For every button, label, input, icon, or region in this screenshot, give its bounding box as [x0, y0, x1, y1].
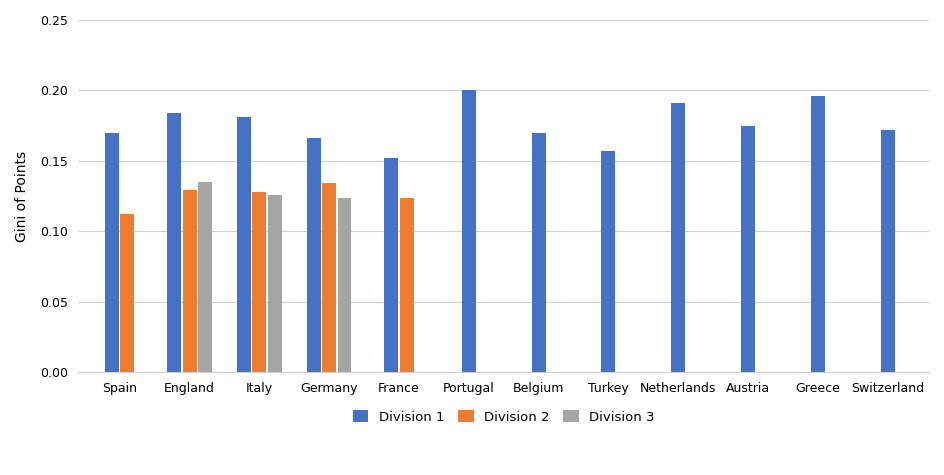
Bar [384, 158, 397, 372]
Bar [267, 195, 281, 372]
Bar [120, 214, 134, 372]
Bar [237, 117, 251, 372]
Bar [531, 133, 545, 372]
Bar [462, 90, 475, 372]
Legend: Division 1, Division 2, Division 3: Division 1, Division 2, Division 3 [347, 405, 659, 429]
Bar [600, 151, 615, 372]
Bar [810, 96, 824, 372]
Bar [167, 113, 181, 372]
Bar [399, 198, 413, 372]
Bar [322, 183, 336, 372]
Bar [740, 126, 754, 372]
Bar [880, 130, 894, 372]
Bar [307, 138, 320, 372]
Bar [337, 198, 351, 372]
Bar [182, 190, 196, 372]
Bar [670, 103, 684, 372]
Bar [105, 133, 119, 372]
Bar [197, 182, 211, 372]
Y-axis label: Gini of Points: Gini of Points [15, 151, 29, 242]
Bar [252, 192, 266, 372]
